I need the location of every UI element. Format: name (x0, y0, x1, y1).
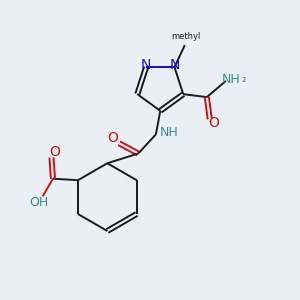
Text: NH: NH (160, 125, 178, 139)
Text: methyl: methyl (172, 32, 201, 41)
Text: ₂: ₂ (242, 74, 246, 84)
Text: N: N (140, 58, 151, 72)
Text: O: O (208, 116, 219, 130)
Text: O: O (49, 145, 60, 159)
Text: OH: OH (29, 196, 49, 209)
Text: O: O (107, 131, 118, 145)
Text: N: N (170, 58, 180, 72)
Text: NH: NH (222, 73, 241, 85)
